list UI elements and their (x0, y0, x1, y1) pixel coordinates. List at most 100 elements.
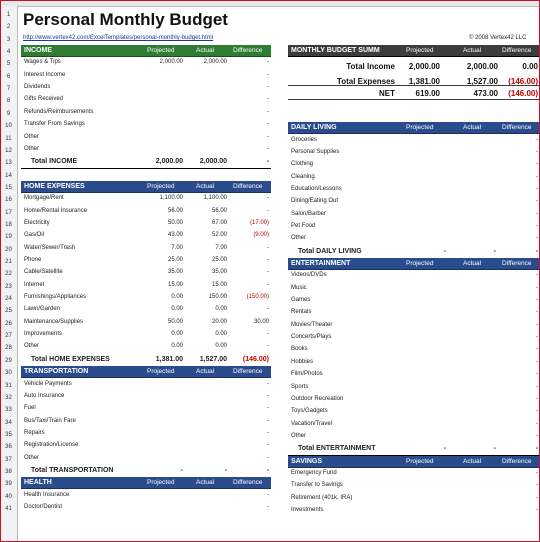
cell-difference[interactable]: 30.00 (253, 318, 269, 325)
table-row[interactable]: Bus/Taxi/Train Fare - (21, 416, 271, 428)
table-row[interactable]: Water/Sewer/Trash 7.00 7.00 - (21, 243, 271, 255)
cell-actual[interactable]: 35.00 (211, 269, 227, 276)
table-row[interactable]: Retirement (401k, IRA) - (288, 493, 539, 505)
cell-difference[interactable]: - (536, 346, 538, 353)
cell-difference[interactable]: - (267, 380, 269, 387)
table-row[interactable]: Mortgage/Rent 1,100.00 1,100.00 - (21, 193, 271, 205)
cell-difference[interactable]: - (536, 395, 538, 402)
cell-difference[interactable]: - (267, 71, 269, 78)
table-row[interactable]: Other 0.00 0.00 - (21, 341, 271, 353)
cell-actual[interactable]: 0.00 (215, 343, 227, 350)
cell-projected[interactable]: 50.00 (167, 219, 183, 226)
table-row[interactable]: Vehicle Payments - (21, 379, 271, 391)
table-row[interactable]: Wages & Tips 2,000.00 2,000.00 - (21, 57, 271, 69)
table-row[interactable]: Investments - (288, 505, 539, 517)
table-row[interactable]: Other - (288, 431, 539, 443)
template-link[interactable]: http://www.vertex42.com/ExcelTemplates/p… (23, 35, 214, 41)
cell-difference[interactable]: - (267, 442, 269, 449)
cell-actual[interactable]: 0.00 (215, 306, 227, 313)
cell-actual[interactable]: 15.00 (211, 281, 227, 288)
cell-difference[interactable]: - (267, 429, 269, 436)
cell-difference[interactable]: - (536, 494, 538, 501)
table-row[interactable]: Fuel - (21, 403, 271, 415)
table-row[interactable]: Dividends - (21, 82, 271, 94)
cell-projected[interactable]: 0.00 (171, 343, 183, 350)
cell-actual[interactable]: 1,100.00 (203, 195, 227, 202)
table-row[interactable]: Other - (21, 453, 271, 465)
table-row[interactable]: Education/Lessons - (288, 184, 539, 196)
table-row[interactable]: Clothing - (288, 159, 539, 171)
cell-difference[interactable]: - (267, 306, 269, 313)
cell-difference[interactable]: - (536, 272, 538, 279)
cell-difference[interactable]: - (536, 297, 538, 304)
cell-difference[interactable]: - (536, 235, 538, 242)
cell-actual[interactable]: 150.00 (208, 294, 227, 301)
table-row[interactable]: Internet 15.00 15.00 - (21, 280, 271, 292)
cell-difference[interactable]: - (536, 210, 538, 217)
cell-difference[interactable]: - (267, 244, 269, 251)
cell-difference[interactable]: - (267, 417, 269, 424)
table-row[interactable]: Books - (288, 344, 539, 356)
cell-actual[interactable]: 25.00 (211, 257, 227, 263)
cell-difference[interactable]: - (267, 195, 269, 202)
cell-projected[interactable]: 56.00 (167, 207, 183, 214)
table-row[interactable]: Other - (21, 132, 271, 144)
table-row[interactable]: Concerts/Plays - (288, 332, 539, 344)
cell-difference[interactable]: - (536, 309, 538, 316)
cell-difference[interactable]: - (536, 408, 538, 415)
table-row[interactable]: Vacation/Travel - (288, 419, 539, 431)
table-row[interactable]: Doctor/Dentist - (21, 502, 271, 514)
table-row[interactable]: Pet Food - (288, 221, 539, 233)
table-row[interactable]: Outdoor Recreation - (288, 394, 539, 406)
table-row[interactable]: Music - (288, 283, 539, 295)
table-row[interactable]: Movies/Theater - (288, 320, 539, 332)
table-row[interactable]: Gas/Oil 43.00 52.00 (9.00) (21, 230, 271, 242)
cell-projected[interactable]: 0.00 (171, 306, 183, 313)
cell-difference[interactable]: - (536, 469, 538, 476)
cell-difference[interactable]: - (267, 504, 269, 510)
cell-actual[interactable]: 0.00 (215, 331, 227, 338)
cell-difference[interactable]: - (536, 321, 538, 328)
cell-projected[interactable]: 7.00 (171, 244, 183, 251)
cell-actual[interactable]: 52.00 (211, 232, 227, 239)
cell-difference[interactable]: - (267, 405, 269, 412)
table-row[interactable]: Personal Supplies - (288, 147, 539, 159)
cell-projected[interactable]: 1,100.00 (159, 195, 183, 202)
table-row[interactable]: Lawn/Garden 0.00 0.00 - (21, 304, 271, 316)
table-row[interactable]: Dining/Eating Out - (288, 196, 539, 208)
table-row[interactable]: Transfer to Savings - (288, 480, 539, 492)
cell-projected[interactable]: 0.00 (171, 331, 183, 338)
table-row[interactable]: Health Insurance - (21, 490, 271, 502)
table-row[interactable]: Film/Photos - (288, 369, 539, 381)
table-row[interactable]: Videos/DVDs - (288, 270, 539, 282)
cell-projected[interactable]: 2,000.00 (159, 59, 183, 66)
cell-projected[interactable]: 25.00 (167, 257, 183, 263)
cell-difference[interactable]: - (536, 482, 538, 489)
cell-difference[interactable]: - (267, 392, 269, 399)
table-row[interactable]: Emergency Fund - (288, 468, 539, 480)
cell-difference[interactable]: - (536, 185, 538, 192)
cell-difference[interactable]: - (267, 84, 269, 91)
cell-difference[interactable]: - (267, 59, 269, 66)
table-row[interactable]: Maintenance/Supplies 50.00 20.00 30.00 (21, 317, 271, 329)
cell-projected[interactable]: 43.00 (167, 232, 183, 239)
cell-difference[interactable]: - (267, 269, 269, 276)
cell-difference[interactable]: - (267, 108, 269, 115)
cell-difference[interactable]: - (267, 145, 269, 152)
cell-difference[interactable]: - (267, 96, 269, 103)
cell-difference[interactable]: - (267, 331, 269, 338)
table-row[interactable]: Repairs - (21, 428, 271, 440)
cell-difference[interactable]: - (536, 136, 538, 143)
cell-difference[interactable]: - (536, 222, 538, 229)
table-row[interactable]: Furnishings/Appliances 0.00 150.00 (150.00) (21, 292, 271, 304)
cell-difference[interactable]: - (536, 148, 538, 155)
table-row[interactable]: Rentals - (288, 307, 539, 319)
cell-difference[interactable]: - (536, 358, 538, 365)
cell-actual[interactable]: 20.00 (211, 318, 227, 325)
cell-difference[interactable]: - (267, 281, 269, 288)
cell-difference[interactable]: (17.00) (249, 219, 269, 226)
cell-projected[interactable]: 50.00 (167, 318, 183, 325)
table-row[interactable]: Auto Insurance - (21, 391, 271, 403)
table-row[interactable]: Interest Income - (21, 70, 271, 82)
cell-difference[interactable]: - (536, 173, 538, 180)
